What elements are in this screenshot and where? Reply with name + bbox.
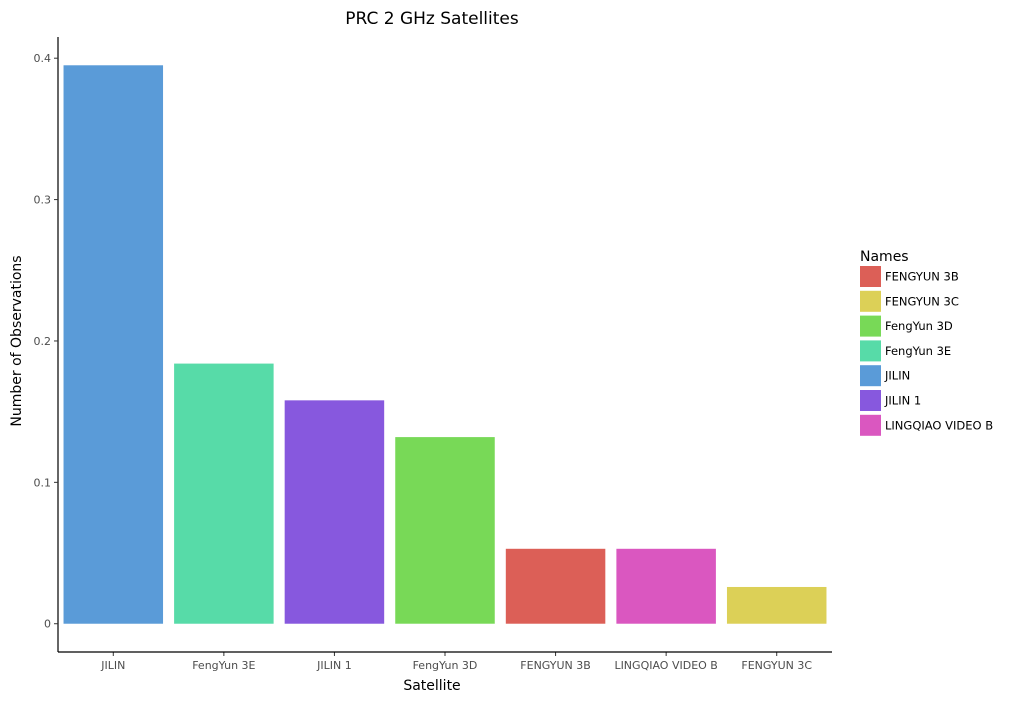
bar-3 [395,437,495,624]
y-tick-label: 0.1 [34,476,52,489]
legend-label: JILIN 1 [884,394,921,408]
x-tick-label: LINGQIAO VIDEO B [614,659,717,672]
legend-label: FengYun 3E [885,344,951,358]
legend-label: FENGYUN 3C [885,294,959,308]
x-axis-title: Satellite [403,678,460,694]
legend-swatch [860,290,881,312]
legend-swatch [860,340,881,362]
legend-label: FengYun 3D [885,319,953,333]
legend: Names FENGYUN 3B FENGYUN 3C FengYun 3D Feng… [860,249,993,436]
bars-group [63,65,827,624]
y-axis-title: Number of Observations [9,255,25,426]
bar-1 [174,363,274,624]
x-tick-label: FengYun 3D [413,659,478,672]
y-tick-label: 0.2 [34,335,52,348]
chart-title: PRC 2 GHz Satellites [345,9,519,29]
legend-label: FENGYUN 3B [885,270,959,284]
bar-0 [63,65,164,624]
legend-swatch [860,390,881,411]
y-axis: 0 0.1 0.2 0.3 0.4 [34,37,59,652]
legend-swatch [860,414,881,436]
legend-swatch [860,365,881,387]
x-tick-label: FENGYUN 3B [520,659,591,672]
bar-4 [505,548,606,624]
y-tick-label: 0.4 [34,52,52,65]
x-axis: JILIN FengYun 3E JILIN 1 FengYun 3D FENGYUN … [58,651,832,672]
y-tick-label: 0 [44,618,51,631]
x-tick-label: FengYun 3E [192,659,255,672]
x-tick-label: JILIN [100,659,125,672]
legend-label: JILIN [884,369,910,383]
legend-label: LINGQIAO VIDEO B [885,418,993,432]
legend-swatch [860,266,881,287]
x-tick-label: JILIN 1 [316,659,352,672]
bar-5 [616,548,716,624]
legend-title: Names [860,249,909,265]
bar-6 [726,586,827,624]
x-tick-label: FENGYUN 3C [741,659,812,672]
y-tick-label: 0.3 [34,194,52,207]
bar-2 [284,400,385,624]
legend-swatch [860,315,881,337]
